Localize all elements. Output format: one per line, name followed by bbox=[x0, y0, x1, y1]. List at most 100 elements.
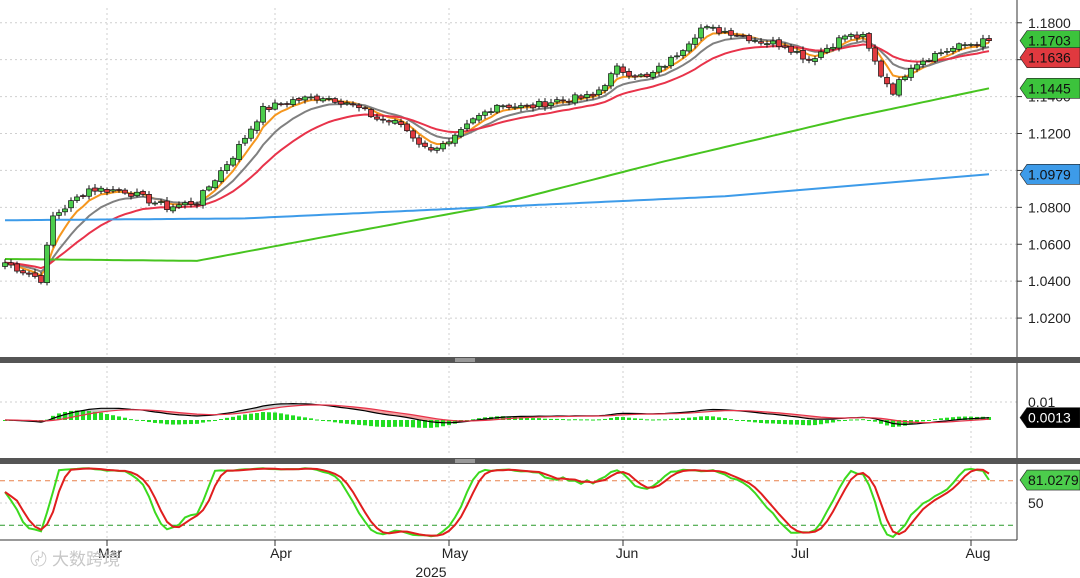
candle bbox=[188, 201, 194, 205]
macd-histogram-bar bbox=[807, 420, 811, 426]
candle bbox=[302, 96, 308, 101]
macd-histogram-bar bbox=[159, 420, 163, 424]
candle bbox=[626, 70, 632, 77]
candle bbox=[470, 118, 476, 124]
macd-histogram-bar bbox=[645, 419, 649, 421]
macd-histogram-bar bbox=[207, 420, 211, 422]
stochastic-panel bbox=[0, 467, 1017, 539]
candle bbox=[104, 189, 110, 193]
candle bbox=[248, 128, 254, 139]
candle bbox=[206, 186, 212, 191]
candle bbox=[356, 104, 362, 109]
month-label: Apr bbox=[270, 545, 292, 561]
macd-line bbox=[4, 402, 990, 426]
candle bbox=[872, 47, 878, 62]
macd-histogram-bar bbox=[915, 420, 919, 423]
macd-histogram-bar bbox=[405, 420, 409, 427]
candle bbox=[2, 262, 8, 267]
macd-histogram-bar bbox=[387, 420, 391, 428]
macd-histogram-bar bbox=[567, 419, 571, 421]
candle bbox=[908, 68, 914, 78]
macd-histogram-bar bbox=[375, 420, 379, 427]
watermark-text: 大数跨境 bbox=[52, 550, 120, 570]
macd-histogram-bar bbox=[879, 420, 883, 424]
candle bbox=[350, 103, 356, 106]
candle bbox=[914, 64, 920, 70]
ma-line bbox=[4, 87, 990, 262]
candle bbox=[380, 118, 386, 121]
candle bbox=[170, 206, 176, 212]
macd-histogram-bar bbox=[453, 420, 457, 424]
candle bbox=[968, 44, 974, 46]
candle bbox=[932, 53, 938, 62]
candle bbox=[428, 147, 434, 151]
macd-histogram-bar bbox=[219, 418, 223, 420]
price-tag: 1.1445 bbox=[1028, 80, 1071, 96]
candle bbox=[698, 27, 704, 39]
candle bbox=[746, 35, 752, 42]
macd-histogram-bar bbox=[549, 418, 553, 420]
macd-histogram-bar bbox=[615, 416, 619, 420]
macd-histogram-bar bbox=[543, 418, 547, 420]
macd-histogram-bar bbox=[201, 420, 205, 423]
price-tag: 1.0979 bbox=[1028, 166, 1071, 182]
candle bbox=[128, 193, 134, 197]
macd-histogram-bar bbox=[417, 420, 421, 428]
panel-frame bbox=[0, 0, 1080, 541]
macd-histogram-bar bbox=[231, 416, 235, 420]
candle bbox=[254, 121, 260, 131]
macd-histogram-bar bbox=[729, 419, 733, 421]
candle bbox=[764, 43, 770, 46]
macd-histogram-bar bbox=[621, 417, 625, 420]
candle bbox=[770, 40, 776, 45]
candle bbox=[530, 104, 536, 109]
macd-histogram-bar bbox=[825, 420, 829, 424]
candle bbox=[80, 195, 86, 197]
candle bbox=[716, 27, 722, 34]
candle bbox=[110, 189, 116, 192]
candle bbox=[86, 188, 92, 197]
candle bbox=[512, 106, 518, 109]
macd-histogram-bar bbox=[885, 420, 889, 426]
candle bbox=[926, 60, 932, 62]
y-tick-label: 1.0600 bbox=[1028, 236, 1071, 252]
macd-histogram-bar bbox=[873, 420, 877, 422]
candle bbox=[548, 102, 554, 106]
candle bbox=[614, 65, 620, 75]
macd-histogram-bar bbox=[609, 417, 613, 420]
macd-histogram-bar bbox=[537, 418, 541, 420]
macd-histogram-bar bbox=[273, 412, 277, 420]
candle bbox=[314, 95, 320, 101]
macd-histogram-bar bbox=[855, 419, 859, 421]
candle bbox=[194, 203, 200, 206]
candle bbox=[230, 157, 236, 166]
macd-histogram-bar bbox=[171, 420, 175, 425]
candle bbox=[806, 58, 812, 61]
macd-histogram-bar bbox=[699, 416, 703, 420]
macd-histogram-bar bbox=[477, 418, 481, 420]
candle bbox=[368, 109, 374, 118]
macd-histogram-bar bbox=[315, 419, 319, 421]
candle bbox=[308, 96, 314, 99]
macd-histogram-bar bbox=[351, 420, 355, 425]
candle bbox=[674, 55, 680, 58]
macd-histogram-bar bbox=[147, 420, 151, 423]
candle bbox=[848, 34, 854, 37]
macd-histogram-bar bbox=[225, 417, 229, 420]
candle bbox=[680, 50, 686, 56]
y-tick-label: 1.0200 bbox=[1028, 310, 1071, 326]
grid-lines bbox=[0, 8, 1017, 540]
candle bbox=[338, 100, 344, 105]
candle bbox=[56, 212, 62, 216]
candle bbox=[344, 102, 350, 105]
candle bbox=[218, 170, 224, 182]
candle bbox=[608, 73, 614, 87]
macd-histogram-bar bbox=[297, 416, 301, 420]
macd-histogram-bar bbox=[525, 417, 529, 420]
candle bbox=[290, 99, 296, 105]
panel-separator bbox=[0, 458, 1080, 464]
panel-resize-handle bbox=[455, 459, 475, 463]
candle bbox=[374, 116, 380, 120]
candle bbox=[458, 129, 464, 137]
